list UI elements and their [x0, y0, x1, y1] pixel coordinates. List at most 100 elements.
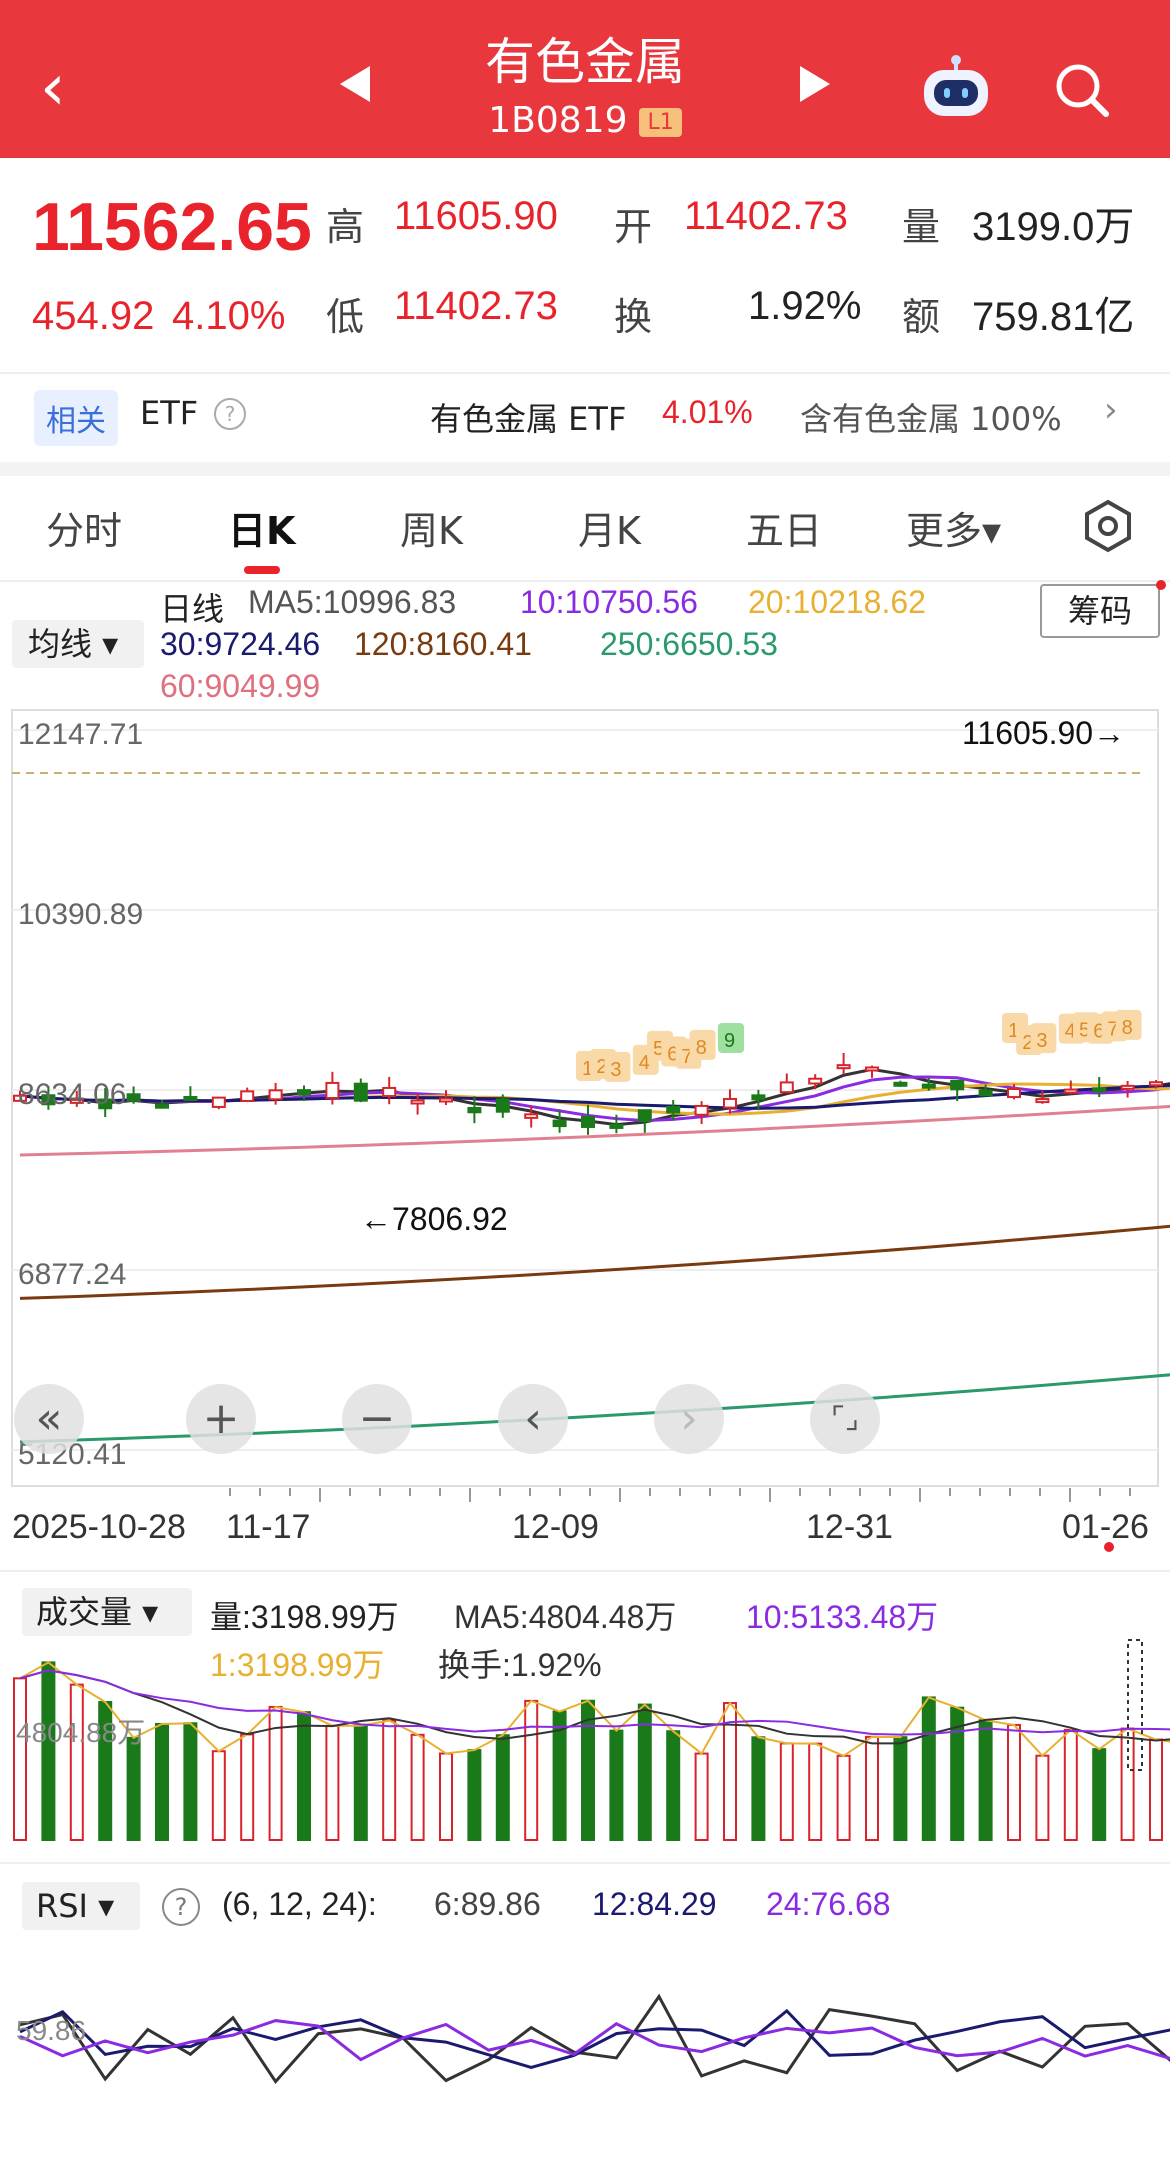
zoom-out-button[interactable]: −: [342, 1384, 412, 1454]
candle: [893, 1081, 908, 1087]
y-tick-label: 6877.24: [18, 1258, 126, 1291]
volume-bar: [1120, 1727, 1135, 1841]
date-label: 11-17: [226, 1508, 311, 1546]
fullscreen-button[interactable]: ⌜⌟: [810, 1384, 880, 1454]
candle: [13, 1094, 27, 1102]
y-tick-label: 12147.71: [18, 718, 143, 751]
etf-bar[interactable]: [0, 372, 1170, 476]
help-icon[interactable]: ?: [214, 398, 246, 430]
td-badge-number: 7: [681, 1046, 692, 1068]
candle: [183, 1096, 198, 1102]
volume-bar: [410, 1733, 425, 1841]
candle: [779, 1081, 794, 1094]
next-triangle-icon[interactable]: [800, 66, 830, 102]
tab-more[interactable]: 更多▾: [906, 509, 1002, 553]
volume-value: 3199.0万: [972, 205, 1135, 249]
turnover-value: 1.92%: [748, 284, 862, 328]
rsi-chart[interactable]: 59.86: [0, 1940, 1170, 2140]
candle: [666, 1105, 681, 1114]
volume-y-label: 4804.88万: [16, 1717, 145, 1748]
scroll-left-button[interactable]: ‹: [498, 1384, 568, 1454]
td-badge: [1030, 1023, 1057, 1054]
tab-five-day[interactable]: 五日: [746, 509, 823, 553]
rsi-y-label: 59.86: [16, 2015, 86, 2046]
td-badge-number: 4: [1065, 1021, 1076, 1043]
volume-bar: [836, 1754, 851, 1841]
ma60-line: [19, 1104, 1170, 1157]
settings-icon[interactable]: [1080, 498, 1136, 554]
date-label: 12-31: [806, 1508, 893, 1546]
vol-ma5-line: [19, 1669, 1170, 1745]
td-badge-number: 1: [1008, 1020, 1019, 1042]
td-badge-number: 8: [1122, 1017, 1133, 1039]
volume-chart[interactable]: 4804.88万: [0, 1630, 1170, 1850]
stock-code: 1B0819 L1: [0, 100, 1170, 141]
help-icon[interactable]: ?: [162, 1888, 200, 1926]
volume-bar: [1035, 1754, 1050, 1841]
tab-weekly-k[interactable]: 周K: [400, 509, 463, 553]
rsi-select[interactable]: RSI ▾: [22, 1882, 140, 1930]
ma10-line: [19, 1075, 1170, 1123]
volume-bar: [694, 1752, 709, 1841]
volume-bar: [495, 1734, 510, 1841]
amount-value: 759.81亿: [972, 295, 1135, 339]
vol-ma10-line: [19, 1669, 1170, 1736]
volume-select[interactable]: 成交量 ▾: [22, 1588, 192, 1636]
td-badge-number: 9: [724, 1030, 735, 1052]
td-badge-number: 5: [1079, 1019, 1090, 1041]
divider: [0, 1862, 1170, 1864]
high-marker-label: 11605.90→: [962, 715, 1125, 751]
tab-monthly-k[interactable]: 月K: [578, 509, 641, 553]
candle: [126, 1093, 141, 1102]
volume-bar: [751, 1736, 766, 1841]
chip-button[interactable]: 筹码: [1040, 584, 1160, 638]
zoom-in-button[interactable]: +: [186, 1384, 256, 1454]
turnover-legend: 换手:1.92%: [438, 1647, 602, 1683]
candle: [581, 1115, 595, 1128]
chevron-right-icon[interactable]: ›: [1104, 390, 1118, 430]
volume-bar: [439, 1752, 453, 1841]
candles: [13, 1052, 1163, 1135]
td-badge-number: 5: [653, 1038, 664, 1060]
candle: [921, 1083, 936, 1089]
y-tick-label: 8634.06: [18, 1078, 126, 1111]
prev-triangle-icon[interactable]: [340, 66, 370, 102]
volume-bar: [155, 1722, 169, 1841]
date-ticks: [229, 1488, 1131, 1502]
current-price: 11562.65: [32, 189, 312, 265]
back-arrow-icon[interactable]: ‹: [40, 51, 66, 125]
tab-daily-k[interactable]: 日K: [228, 509, 296, 553]
candle: [1007, 1088, 1021, 1099]
td-badge: [718, 1022, 744, 1053]
candle: [41, 1094, 56, 1106]
volume-label: 量: [902, 205, 941, 249]
ma250-line: [19, 1373, 1170, 1444]
td-badge: [604, 1051, 631, 1082]
candle: [98, 1098, 113, 1110]
rewind-button[interactable]: «: [14, 1384, 84, 1454]
ma-select[interactable]: 均线 ▾: [12, 620, 144, 668]
volume-bar: [1007, 1723, 1021, 1841]
etf-name[interactable]: 有色金属 ETF: [430, 400, 627, 438]
volume-bar: [240, 1733, 255, 1841]
volume-bar: [1092, 1748, 1107, 1841]
chart-frame: [11, 709, 1159, 1487]
ma10-legend: 10:10750.56: [520, 584, 698, 620]
volume-bar: [666, 1730, 681, 1841]
td-badge-number: 6: [667, 1043, 678, 1065]
rsi6-legend: 6:89.86: [434, 1886, 541, 1922]
candle: [1035, 1098, 1050, 1104]
candle: [155, 1103, 169, 1109]
volume-bar: [211, 1750, 226, 1841]
td-badge-number: 7: [1107, 1018, 1118, 1040]
tab-intraday[interactable]: 分时: [46, 509, 123, 553]
candle: [865, 1066, 879, 1072]
scroll-right-button[interactable]: ›: [654, 1384, 724, 1454]
divider: [0, 1570, 1170, 1572]
robot-icon[interactable]: [918, 54, 994, 120]
kline-chart[interactable]: 1234567891234567812345678912345612345678…: [0, 708, 1170, 1488]
td-badge-number: 1: [582, 1058, 593, 1080]
search-icon[interactable]: [1052, 60, 1112, 120]
volume-bar: [1063, 1728, 1078, 1841]
